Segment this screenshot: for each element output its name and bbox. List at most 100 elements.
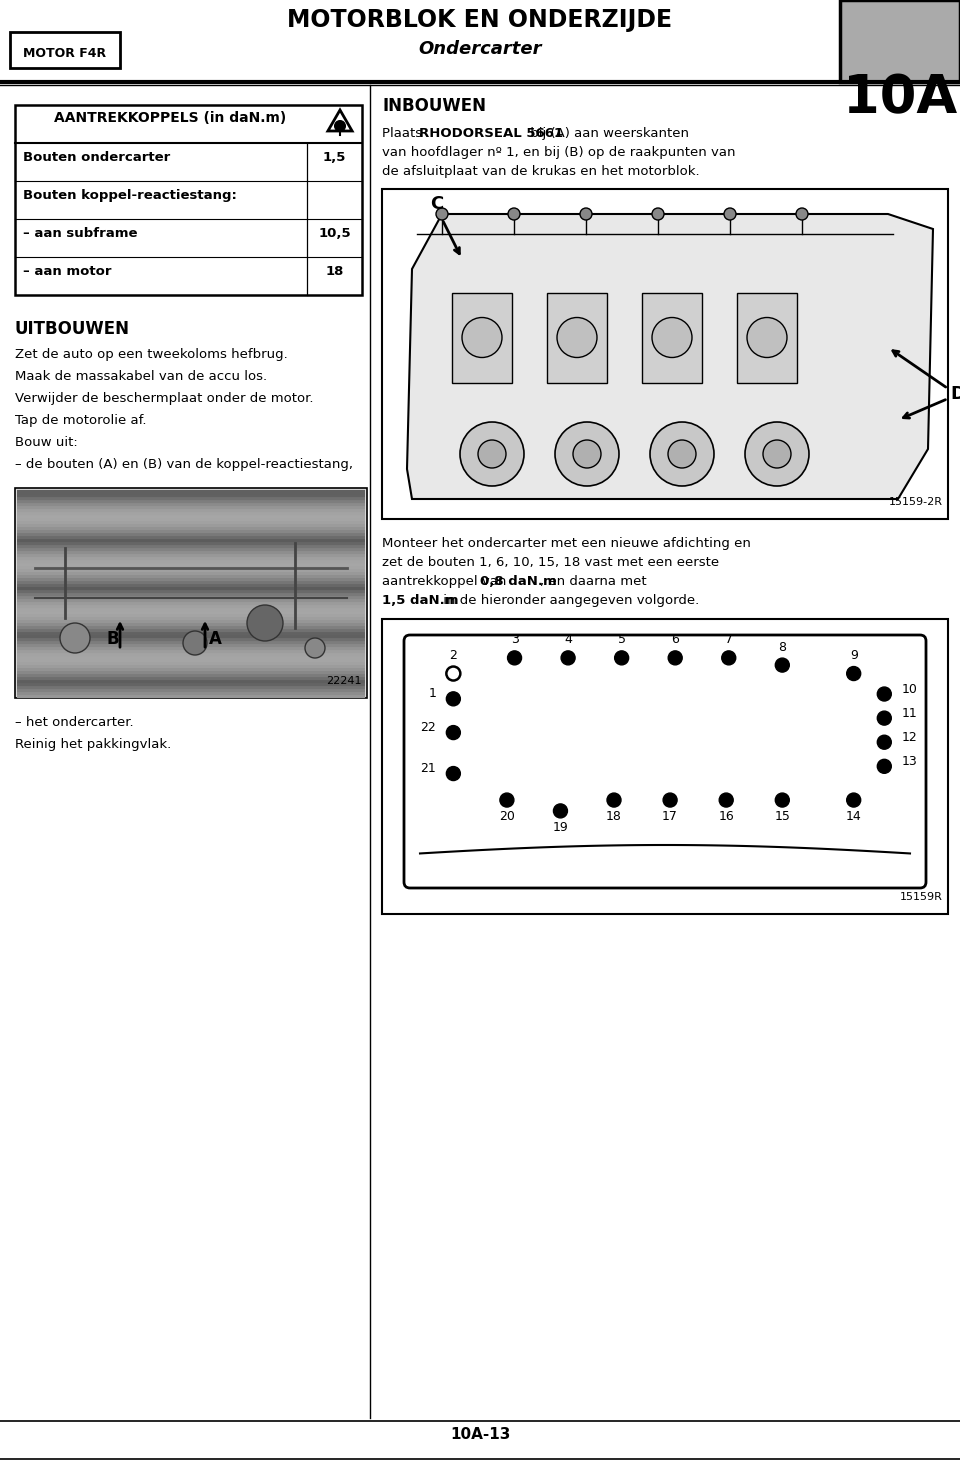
Circle shape (796, 208, 808, 219)
Text: bij (A) aan weerskanten: bij (A) aan weerskanten (526, 128, 689, 139)
Bar (15, 105, 362, 295)
Text: 1,5: 1,5 (323, 151, 347, 165)
Circle shape (724, 208, 736, 219)
Text: 13: 13 (901, 755, 917, 768)
Circle shape (460, 423, 524, 486)
Circle shape (668, 651, 683, 664)
Text: 5: 5 (617, 633, 626, 647)
Text: – aan subframe: – aan subframe (23, 227, 137, 240)
Text: 1,5 daN.m: 1,5 daN.m (382, 595, 459, 607)
Circle shape (745, 423, 809, 486)
Bar (840, 0, 960, 82)
Text: 22: 22 (420, 721, 437, 734)
Text: Bouten ondercarter: Bouten ondercarter (23, 151, 170, 165)
Text: Plaats: Plaats (382, 128, 426, 139)
Text: 4: 4 (564, 633, 572, 647)
Circle shape (847, 666, 861, 681)
Circle shape (614, 651, 629, 664)
Circle shape (462, 317, 502, 357)
Polygon shape (407, 214, 933, 498)
Circle shape (763, 440, 791, 469)
Text: C: C (430, 194, 444, 214)
Circle shape (60, 623, 90, 653)
Circle shape (652, 208, 664, 219)
Text: 22241: 22241 (326, 676, 362, 687)
Text: 20: 20 (499, 810, 515, 823)
Text: – de bouten (A) en (B) van de koppel-reactiestang,: – de bouten (A) en (B) van de koppel-rea… (15, 458, 353, 472)
Text: aantrekkoppel van: aantrekkoppel van (382, 575, 511, 587)
Text: in de hieronder aangegeven volgorde.: in de hieronder aangegeven volgorde. (439, 595, 699, 607)
Circle shape (573, 440, 601, 469)
Text: 15159R: 15159R (900, 891, 943, 902)
Circle shape (719, 793, 733, 807)
Circle shape (663, 793, 677, 807)
Text: 2: 2 (449, 650, 457, 661)
Circle shape (305, 638, 325, 658)
Text: 1: 1 (428, 687, 437, 700)
Circle shape (508, 651, 521, 664)
Text: 10,5: 10,5 (318, 227, 350, 240)
Text: Monteer het ondercarter met een nieuwe afdichting en: Monteer het ondercarter met een nieuwe a… (382, 537, 751, 550)
Text: D: D (950, 384, 960, 402)
Circle shape (555, 423, 619, 486)
Bar (382, 188, 948, 519)
Text: 6: 6 (671, 633, 679, 647)
Circle shape (508, 208, 520, 219)
Circle shape (877, 712, 891, 725)
Text: 17: 17 (662, 810, 678, 823)
Bar (547, 292, 607, 383)
Bar (382, 618, 948, 914)
Text: 19: 19 (553, 822, 568, 833)
Text: A: A (208, 630, 222, 648)
Circle shape (446, 725, 461, 740)
Circle shape (722, 651, 735, 664)
Text: Reinig het pakkingvlak.: Reinig het pakkingvlak. (15, 739, 171, 750)
Circle shape (557, 317, 597, 357)
Text: 10A: 10A (843, 73, 957, 125)
Circle shape (877, 759, 891, 773)
Circle shape (776, 793, 789, 807)
Text: B: B (107, 630, 119, 648)
Circle shape (335, 120, 346, 132)
Bar (0, 0, 960, 82)
Text: 16: 16 (718, 810, 734, 823)
Text: 9: 9 (850, 650, 857, 661)
Text: 7: 7 (725, 633, 732, 647)
Bar (642, 292, 702, 383)
Text: 18: 18 (325, 265, 344, 277)
Circle shape (652, 317, 692, 357)
Circle shape (247, 605, 283, 641)
Text: MOTOR F4R: MOTOR F4R (23, 47, 107, 59)
Text: AANTREKKOPPELS (in daN.m): AANTREKKOPPELS (in daN.m) (55, 111, 287, 125)
Text: UITBOUWEN: UITBOUWEN (15, 320, 130, 338)
Bar (452, 292, 512, 383)
Circle shape (561, 651, 575, 664)
Circle shape (478, 440, 506, 469)
Text: Zet de auto op een tweekoloms hefbrug.: Zet de auto op een tweekoloms hefbrug. (15, 349, 288, 360)
Text: , en daarna met: , en daarna met (540, 575, 647, 587)
Text: 11: 11 (901, 706, 917, 719)
Text: Bouw uit:: Bouw uit: (15, 436, 78, 449)
Circle shape (668, 440, 696, 469)
Text: MOTORBLOK EN ONDERZIJDE: MOTORBLOK EN ONDERZIJDE (287, 7, 673, 33)
Circle shape (500, 793, 514, 807)
Text: 18: 18 (606, 810, 622, 823)
Circle shape (877, 736, 891, 749)
Bar (10, 33, 120, 68)
FancyBboxPatch shape (404, 635, 926, 888)
Circle shape (776, 658, 789, 672)
Text: – aan motor: – aan motor (23, 265, 111, 277)
Text: 14: 14 (846, 810, 861, 823)
Text: INBOUWEN: INBOUWEN (382, 96, 486, 116)
Circle shape (446, 693, 461, 706)
Circle shape (847, 793, 861, 807)
Text: 0,8 daN.m: 0,8 daN.m (480, 575, 557, 587)
Circle shape (747, 317, 787, 357)
Text: 10A-13: 10A-13 (450, 1427, 510, 1441)
Text: zet de bouten 1, 6, 10, 15, 18 vast met een eerste: zet de bouten 1, 6, 10, 15, 18 vast met … (382, 556, 719, 569)
Text: – het ondercarter.: – het ondercarter. (15, 716, 133, 730)
Text: 15159-2R: 15159-2R (889, 497, 943, 507)
Bar (737, 292, 797, 383)
Circle shape (877, 687, 891, 701)
Text: 8: 8 (779, 641, 786, 654)
